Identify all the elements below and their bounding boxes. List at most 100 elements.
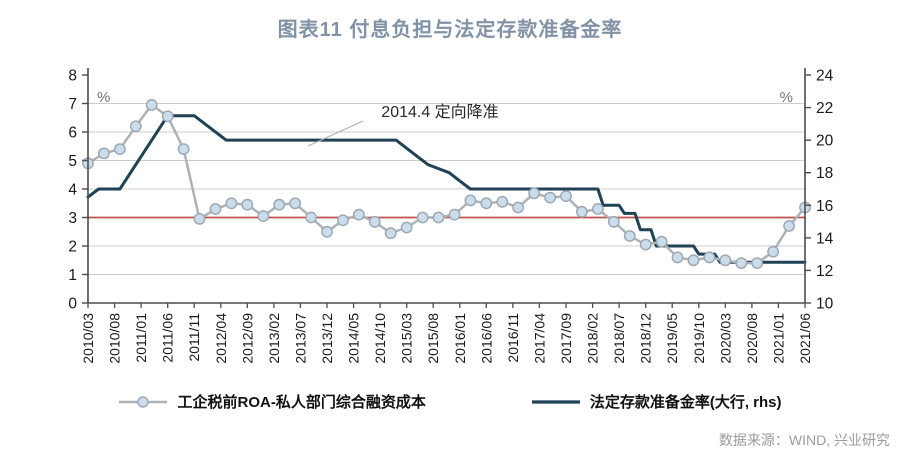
data-point-marker — [655, 235, 668, 248]
roa-series-line — [87, 103, 806, 265]
data-point-marker — [671, 251, 684, 264]
x-axis-tick-label: 2016/01 — [452, 313, 468, 364]
legend-roa-marker-sample — [137, 395, 150, 408]
data-point-marker — [273, 198, 286, 211]
data-point-marker — [209, 203, 222, 215]
right-axis-tick-label: 14 — [816, 230, 834, 247]
legend-label-roa: 工企税前ROA-私人部门综合融资成本 — [177, 394, 426, 411]
right-axis-tick-label: 12 — [816, 263, 833, 280]
data-point-marker — [305, 211, 317, 224]
x-axis-tick-label: 2013/02 — [266, 313, 282, 364]
left-axis-tick-label: 1 — [68, 267, 77, 284]
data-source-note: 数据来源：WIND, 兴业研究 — [718, 432, 890, 448]
x-axis-tick-label: 2021/01 — [770, 313, 786, 364]
data-point-marker — [448, 208, 461, 221]
data-point-marker — [129, 120, 142, 133]
left-axis-tick-label: 2 — [68, 239, 77, 256]
legend-item-roa: 工企税前ROA-私人部门综合融资成本 — [118, 391, 426, 412]
right-axis-tick-label: 10 — [816, 296, 834, 313]
data-point-marker — [719, 254, 732, 267]
left-axis-unit-label: % — [97, 89, 110, 106]
right-axis-tick-label: 16 — [816, 198, 833, 215]
x-axis-tick-label: 2010/03 — [80, 313, 96, 364]
legend-line-marker-icon — [119, 395, 168, 408]
data-point-marker — [193, 212, 206, 225]
right-axis-tick-label: 18 — [816, 165, 833, 182]
data-point-marker — [384, 227, 397, 240]
annotation-text: 2014.4 定向降准 — [381, 103, 498, 121]
left-axis-tick-label: 3 — [68, 210, 77, 227]
data-point-marker — [114, 143, 126, 156]
data-point-marker — [528, 187, 540, 200]
left-axis-ticks: 0 1 2 3 4 5 6 7 8 — [68, 68, 88, 313]
rrr-series-line — [86, 114, 807, 264]
data-point-marker — [703, 251, 716, 264]
right-axis-tick-label: 20 — [816, 133, 834, 150]
data-point-marker — [368, 215, 381, 228]
x-axis-tick-label: 2021/06 — [797, 313, 813, 364]
data-point-marker — [416, 211, 429, 224]
data-point-marker — [241, 198, 254, 211]
data-point-marker — [480, 197, 493, 210]
x-axis-tick-label: 2018/02 — [585, 313, 601, 364]
data-point-marker — [576, 205, 588, 218]
x-axis-tick-label: 2018/07 — [611, 313, 627, 364]
x-axis-tick-label: 2020/08 — [744, 313, 760, 364]
left-axis-tick-label: 4 — [68, 182, 77, 199]
data-point-marker — [607, 215, 620, 228]
x-axis-tick-label: 2011/06 — [160, 313, 176, 363]
data-point-marker — [225, 197, 238, 210]
x-axis-tick-label: 2016/06 — [478, 313, 494, 364]
data-point-marker — [687, 254, 700, 267]
data-point-marker — [560, 190, 572, 203]
left-axis-tick-label: 6 — [68, 125, 77, 142]
data-point-marker — [592, 203, 604, 215]
annotation-leader-line — [307, 120, 364, 147]
x-axis-tick-label: 2012/04 — [213, 313, 229, 364]
data-point-marker — [257, 210, 270, 223]
data-point-marker — [352, 208, 365, 221]
x-axis-tick-label: 2013/12 — [319, 313, 335, 364]
data-point-marker — [496, 195, 509, 208]
data-point-marker — [639, 238, 652, 251]
data-point-marker — [321, 225, 333, 238]
data-point-marker — [623, 230, 636, 242]
x-axis-tick-label: 2019/05 — [664, 313, 680, 364]
data-point-marker — [783, 220, 795, 232]
right-axis-ticks: 10 12 14 16 18 20 22 24 — [805, 68, 834, 313]
legend-item-rrr: 法定存款准备金率(大行, rhs) — [531, 391, 782, 412]
data-point-marker — [161, 110, 174, 123]
left-axis-tick-label: 5 — [68, 153, 77, 170]
x-axis-tick-label: 2016/11 — [505, 313, 521, 363]
data-point-marker — [751, 257, 764, 269]
data-point-marker — [432, 211, 445, 224]
x-axis-ticks: 2010/03 2010/08 2011/01 2011/06 2011/11 2012/… — [80, 303, 813, 364]
data-point-marker — [735, 257, 748, 269]
x-axis-tick-label: 2019/10 — [691, 313, 707, 364]
x-axis-tick-label: 2011/11 — [186, 313, 202, 362]
data-point-marker — [145, 99, 158, 111]
data-point-marker — [98, 147, 110, 160]
x-axis-tick-label: 2015/08 — [425, 313, 441, 364]
data-point-marker — [767, 245, 779, 258]
data-point-marker — [464, 194, 477, 207]
x-axis-tick-label: 2018/12 — [638, 313, 654, 364]
data-point-marker — [512, 201, 525, 214]
gridlines — [88, 103, 805, 275]
data-point-marker — [400, 221, 413, 234]
x-axis-tick-label: 2014/10 — [372, 313, 388, 364]
legend-label-rrr: 法定存款准备金率(大行, rhs) — [589, 394, 782, 411]
x-axis-tick-label: 2017/09 — [558, 313, 574, 364]
right-axis-tick-label: 22 — [816, 100, 833, 117]
x-axis-tick-label: 2012/09 — [239, 313, 255, 364]
x-axis-tick-label: 2014/05 — [346, 313, 362, 364]
left-axis-tick-label: 8 — [68, 68, 77, 85]
x-axis-tick-label: 2015/03 — [399, 313, 415, 364]
right-axis-unit-label: % — [780, 89, 793, 106]
x-axis-tick-label: 2020/03 — [717, 313, 733, 364]
legend-line-icon — [531, 399, 580, 404]
left-axis-tick-label: 7 — [68, 96, 77, 113]
x-axis-tick-label: 2011/01 — [133, 313, 149, 363]
